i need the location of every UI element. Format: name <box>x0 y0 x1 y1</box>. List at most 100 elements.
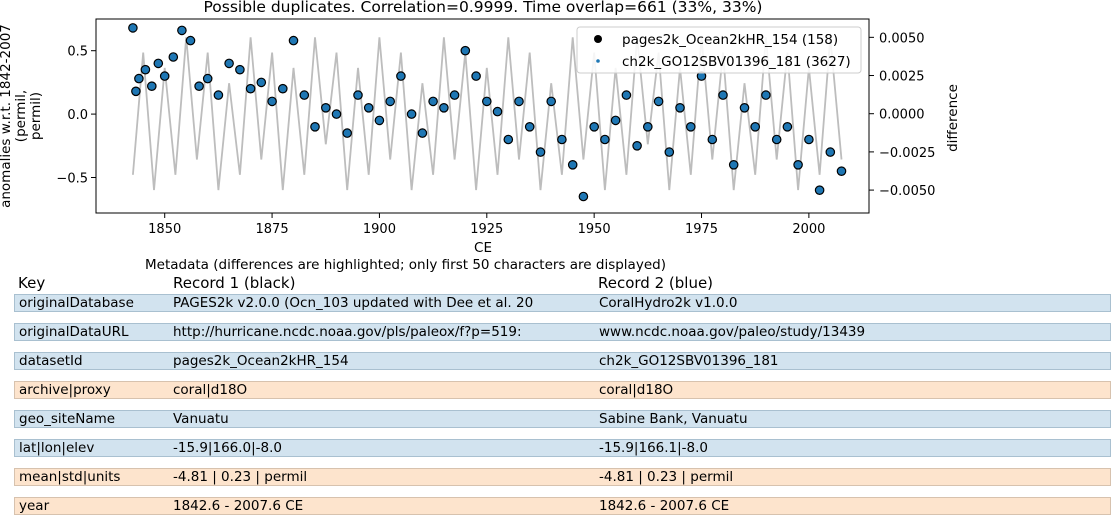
legend-marker-series-1 <box>594 35 602 43</box>
metadata-record-1-cell: -4.81 | 0.23 | permil <box>173 469 308 485</box>
data-point-record-2 <box>334 112 339 116</box>
data-point-record-2 <box>345 131 350 135</box>
data-point-record-2 <box>259 80 264 85</box>
legend-label-series-1: pages2k_Ocean2kHR_154 (158) <box>622 32 838 48</box>
data-point-record-2 <box>377 118 382 123</box>
data-point-record-2 <box>570 163 575 167</box>
data-point-record-2 <box>592 125 596 129</box>
data-point-record-2 <box>216 93 221 97</box>
x-tick-label: 1975 <box>685 222 718 237</box>
data-point-record-2 <box>742 106 747 110</box>
data-point-record-2 <box>646 125 650 129</box>
y-axis-label-line: anomalies w.r.t. 1842-2007 <box>0 24 14 208</box>
data-point-record-2 <box>420 131 425 135</box>
data-point-record-2 <box>699 74 704 78</box>
chart-title: Possible duplicates. Correlation=0.9999.… <box>204 0 763 16</box>
data-point-record-2 <box>721 93 725 97</box>
data-point-record-2 <box>474 74 478 78</box>
metadata-record-2-cell: ch2k_GO12SBV01396_181 <box>599 353 779 369</box>
metadata-key-cell: lat|lon|elev <box>19 440 95 456</box>
data-point-record-2 <box>817 188 822 192</box>
metadata-key-cell: originalDatabase <box>19 295 134 311</box>
metadata-key-cell: geo_siteName <box>19 411 116 427</box>
metadata-record-2-cell: CoralHydro2k v1.0.0 <box>599 295 738 311</box>
metadata-record-2-cell: www.ncdc.noaa.gov/paleo/study/13439 <box>599 324 866 340</box>
data-point-record-2 <box>270 99 274 104</box>
metadata-key-cell: datasetId <box>19 353 83 369</box>
data-point-record-2 <box>463 48 468 53</box>
y2-tick-label: −0.0050 <box>879 184 935 199</box>
metadata-key-cell: archive|proxy <box>19 382 111 398</box>
data-point-record-2 <box>796 163 800 167</box>
data-point-record-2 <box>162 74 167 78</box>
legend-label-series-2: ch2k_GO12SBV01396_181 (3627) <box>622 54 851 70</box>
metadata-key-cell: mean|std|units <box>19 469 121 485</box>
data-point-record-2 <box>197 84 201 88</box>
data-point-record-2 <box>227 61 231 66</box>
data-point-record-2 <box>689 125 693 129</box>
data-point-record-2 <box>156 61 161 66</box>
y-axis-left: −0.5 0.0 0.5 <box>56 45 96 186</box>
data-point-record-2 <box>281 86 285 91</box>
data-point-record-2 <box>495 109 500 114</box>
y2-tick-label: 0.0000 <box>879 108 925 123</box>
data-point-record-2 <box>807 137 811 142</box>
data-point-record-2 <box>517 99 521 104</box>
x-tick-label: 1925 <box>470 222 503 237</box>
data-point-record-2 <box>753 125 757 129</box>
metadata-caption: Metadata (differences are highlighted; o… <box>145 257 666 273</box>
metadata-record-2-cell: 1842.6 - 2007.6 CE <box>599 498 730 514</box>
data-point-record-2 <box>399 74 403 78</box>
data-point-record-2 <box>150 84 154 88</box>
y-axis-label-line: (permil, <box>13 90 29 142</box>
y2-tick-label: −0.0025 <box>879 146 935 161</box>
data-point-record-2 <box>409 112 414 116</box>
data-point-record-2 <box>710 137 715 142</box>
data-point-record-2 <box>171 55 176 59</box>
x-tick-label: 2000 <box>792 222 825 237</box>
data-point-record-2 <box>313 125 317 129</box>
data-point-record-2 <box>624 93 629 97</box>
metadata-row: originalDataURL http://hurricane.ncdc.noa… <box>14 323 1111 341</box>
data-point-record-2 <box>603 137 607 142</box>
x-tick-label: 1900 <box>363 222 396 237</box>
y-axis-label: anomalies w.r.t. 1842-2007(permil, permil… <box>0 24 44 208</box>
data-point-record-2 <box>506 137 511 142</box>
header-record-2: Record 2 (blue) <box>598 274 714 292</box>
metadata-row: year 1842.6 - 2007.6 CE 1842.6 - 2007.6 CE <box>14 497 1111 515</box>
y-tick-label: −0.5 <box>56 171 88 186</box>
metadata-row: mean|std|units -4.81 | 0.23 | permil -4.81… <box>14 468 1111 486</box>
data-point-record-2 <box>188 38 193 43</box>
metadata-key-cell: year <box>19 498 50 514</box>
data-point-record-2 <box>581 194 586 199</box>
legend-marker-series-2 <box>596 59 600 63</box>
data-point-record-2 <box>431 99 435 104</box>
metadata-record-1-cell: 1842.6 - 2007.6 CE <box>173 498 304 514</box>
y2-tick-label: 0.0025 <box>879 70 925 85</box>
data-point-record-2 <box>180 28 184 33</box>
data-point-record-2 <box>388 99 393 104</box>
data-point-record-2 <box>143 67 148 72</box>
metadata-row: datasetId pages2k_Ocean2kHR_154 ch2k_GO12S… <box>14 352 1111 370</box>
header-record-1: Record 1 (black) <box>173 274 296 292</box>
metadata-record-2-cell: -4.81 | 0.23 | permil <box>599 469 734 485</box>
data-point-record-2 <box>485 99 489 104</box>
y-axis-right: −0.0050 −0.0025 0.0000 0.0025 0.0050 <box>869 31 935 199</box>
metadata-record-2-cell: Sabine Bank, Vanuatu <box>599 411 748 427</box>
data-point-record-2 <box>452 93 457 97</box>
data-point-record-2 <box>527 125 532 129</box>
data-point-record-2 <box>324 106 328 110</box>
data-point-record-2 <box>549 99 553 104</box>
chart-svg: Possible duplicates. Correlation=0.9999.… <box>0 0 961 256</box>
data-point-record-2 <box>678 106 682 110</box>
metadata-record-1-cell: Vanuatu <box>173 411 229 427</box>
data-point-record-2 <box>731 163 736 167</box>
data-point-record-2 <box>635 144 639 148</box>
header-key: Key <box>18 274 46 292</box>
x-tick-label: 1850 <box>148 222 181 237</box>
data-point-record-2 <box>667 150 672 154</box>
data-point-record-2 <box>302 93 307 97</box>
data-point-record-2 <box>137 76 141 81</box>
metadata-key-cell: originalDataURL <box>19 324 129 340</box>
x-axis: 1850 1875 1900 1925 1950 1975 2000 <box>148 213 825 237</box>
